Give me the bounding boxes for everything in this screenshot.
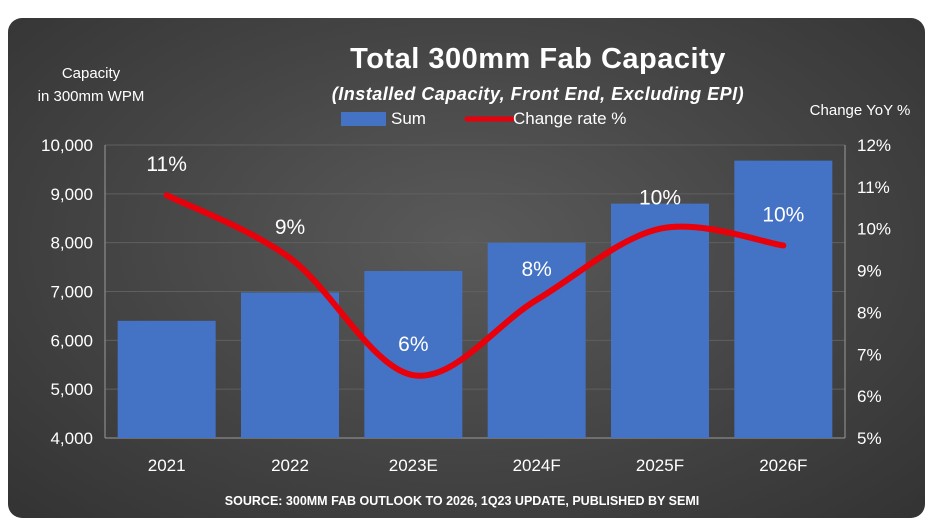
y-right-tick-label: 8% [857, 303, 882, 322]
rate-label-2022: 9% [275, 216, 305, 239]
legend-swatch-sum [341, 112, 386, 126]
y-left-title-line1: Capacity [62, 65, 121, 82]
x-tick-label: 2022 [271, 456, 309, 475]
bar-2022 [241, 292, 339, 438]
rate-label-2021: 11% [146, 153, 186, 176]
y-left-tick-label: 8,000 [50, 234, 93, 253]
y-left-ticks: 4,000 5,000 6,000 7,000 8,000 9,000 10,000 [41, 136, 93, 448]
y-left-tick-label: 5,000 [50, 380, 93, 399]
legend-label-sum: Sum [391, 109, 426, 128]
y-right-tick-label: 6% [857, 387, 882, 406]
y-right-tick-label: 5% [857, 429, 882, 448]
y-left-tick-label: 6,000 [50, 331, 93, 350]
bar-2021 [117, 320, 216, 438]
change-rate-line [163, 192, 787, 379]
x-tick-label: 2021 [148, 456, 186, 475]
chart-svg: Total 300mm Fab Capacity (Installed Capa… [38, 43, 911, 508]
rate-label-2023E: 6% [398, 333, 428, 356]
legend-label-change: Change rate % [513, 109, 626, 128]
chart-subtitle: (Installed Capacity, Front End, Excludin… [332, 84, 744, 104]
rate-label-2025F: 10% [639, 187, 681, 210]
y-right-tick-label: 9% [857, 262, 882, 281]
y-left-tick-label: 4,000 [50, 429, 93, 448]
bar-2026F [734, 160, 833, 439]
y-right-tick-label: 10% [857, 220, 891, 239]
legend: Sum Change rate % [341, 109, 626, 128]
chart-panel: Total 300mm Fab Capacity (Installed Capa… [8, 18, 925, 518]
gridlines [104, 144, 846, 439]
rate-label-2026F: 10% [762, 203, 804, 226]
source-note: SOURCE: 300MM FAB OUTLOOK TO 2026, 1Q23 … [225, 494, 699, 508]
chart-title: Total 300mm Fab Capacity [350, 43, 726, 75]
x-ticks: 2021 2022 2023E 2024F 2025F 2026F [148, 456, 808, 475]
y-left-tick-label: 7,000 [50, 283, 93, 302]
y-right-ticks: 5% 6% 7% 8% 9% 10% 11% 12% [857, 136, 891, 448]
y-left-tick-label: 9,000 [50, 185, 93, 204]
rate-label-2024F: 8% [521, 258, 551, 281]
y-right-tick-label: 12% [857, 136, 891, 155]
x-tick-label: 2025F [636, 456, 684, 475]
x-tick-label: 2023E [389, 456, 438, 475]
y-right-title: Change YoY % [810, 102, 911, 119]
x-tick-label: 2026F [759, 456, 807, 475]
rate-data-labels: 11% 9% 6% 8% 10% 10% [146, 153, 804, 356]
y-left-tick-label: 10,000 [41, 136, 93, 155]
x-tick-label: 2024F [513, 456, 561, 475]
y-right-tick-label: 7% [857, 345, 882, 364]
y-left-title-line2: in 300mm WPM [38, 88, 145, 105]
bar-series [117, 160, 833, 439]
y-right-tick-label: 11% [857, 178, 890, 197]
